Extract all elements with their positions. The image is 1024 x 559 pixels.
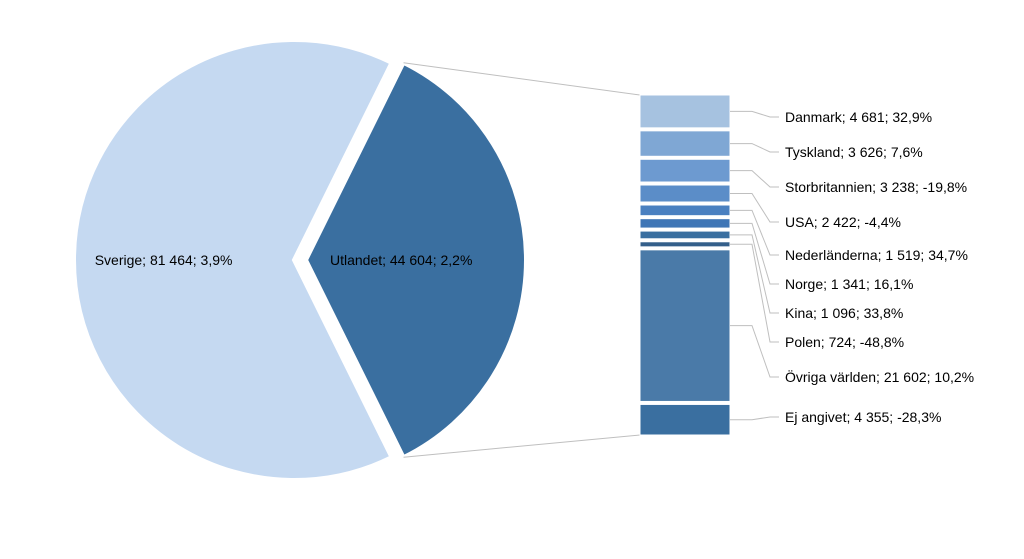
label-tyskland: Tyskland; 3 626; 7,6% — [785, 144, 923, 160]
connector-bottom — [404, 435, 640, 457]
label-danmark: Danmark; 4 681; 32,9% — [785, 109, 932, 125]
leader-1 — [730, 144, 779, 152]
bar-segment-norge — [640, 219, 730, 228]
leader-6 — [730, 235, 779, 313]
leader-5 — [730, 223, 779, 284]
bar-segment-danmark — [640, 95, 730, 128]
label-sverige: Sverige; 81 464; 3,9% — [95, 252, 233, 268]
leader-7 — [730, 244, 779, 342]
label-nederl-nderna: Nederländerna; 1 519; 34,7% — [785, 247, 968, 263]
label-kina: Kina; 1 096; 33,8% — [785, 305, 903, 321]
leader-0 — [730, 111, 779, 117]
pie-of-pie-chart: Sverige; 81 464; 3,9% Utlandet; 44 604; 2… — [0, 0, 1024, 559]
bar-segment-storbritannien — [640, 159, 730, 182]
label-norge: Norge; 1 341; 16,1% — [785, 276, 913, 292]
label-ej-angivet: Ej angivet; 4 355; -28,3% — [785, 409, 941, 425]
label--vriga-v-rlden: Övriga världen; 21 602; 10,2% — [785, 368, 974, 385]
bar-segment-polen — [640, 242, 730, 247]
bar-segment--vriga-v-rlden — [640, 250, 730, 402]
bar-segment-usa — [640, 185, 730, 202]
bar-segment-kina — [640, 231, 730, 239]
bar-segment-ej-angivet — [640, 404, 730, 435]
bar-segment-tyskland — [640, 131, 730, 156]
bar-segment-nederl-nderna — [640, 205, 730, 216]
leader-2 — [730, 171, 779, 187]
label-utlandet: Utlandet; 44 604; 2,2% — [330, 252, 472, 268]
leader-8 — [730, 326, 779, 377]
label-storbritannien: Storbritannien; 3 238; -19,8% — [785, 179, 967, 195]
label-polen: Polen; 724; -48,8% — [785, 334, 904, 350]
label-usa: USA; 2 422; -4,4% — [785, 214, 901, 230]
leader-9 — [730, 417, 779, 420]
